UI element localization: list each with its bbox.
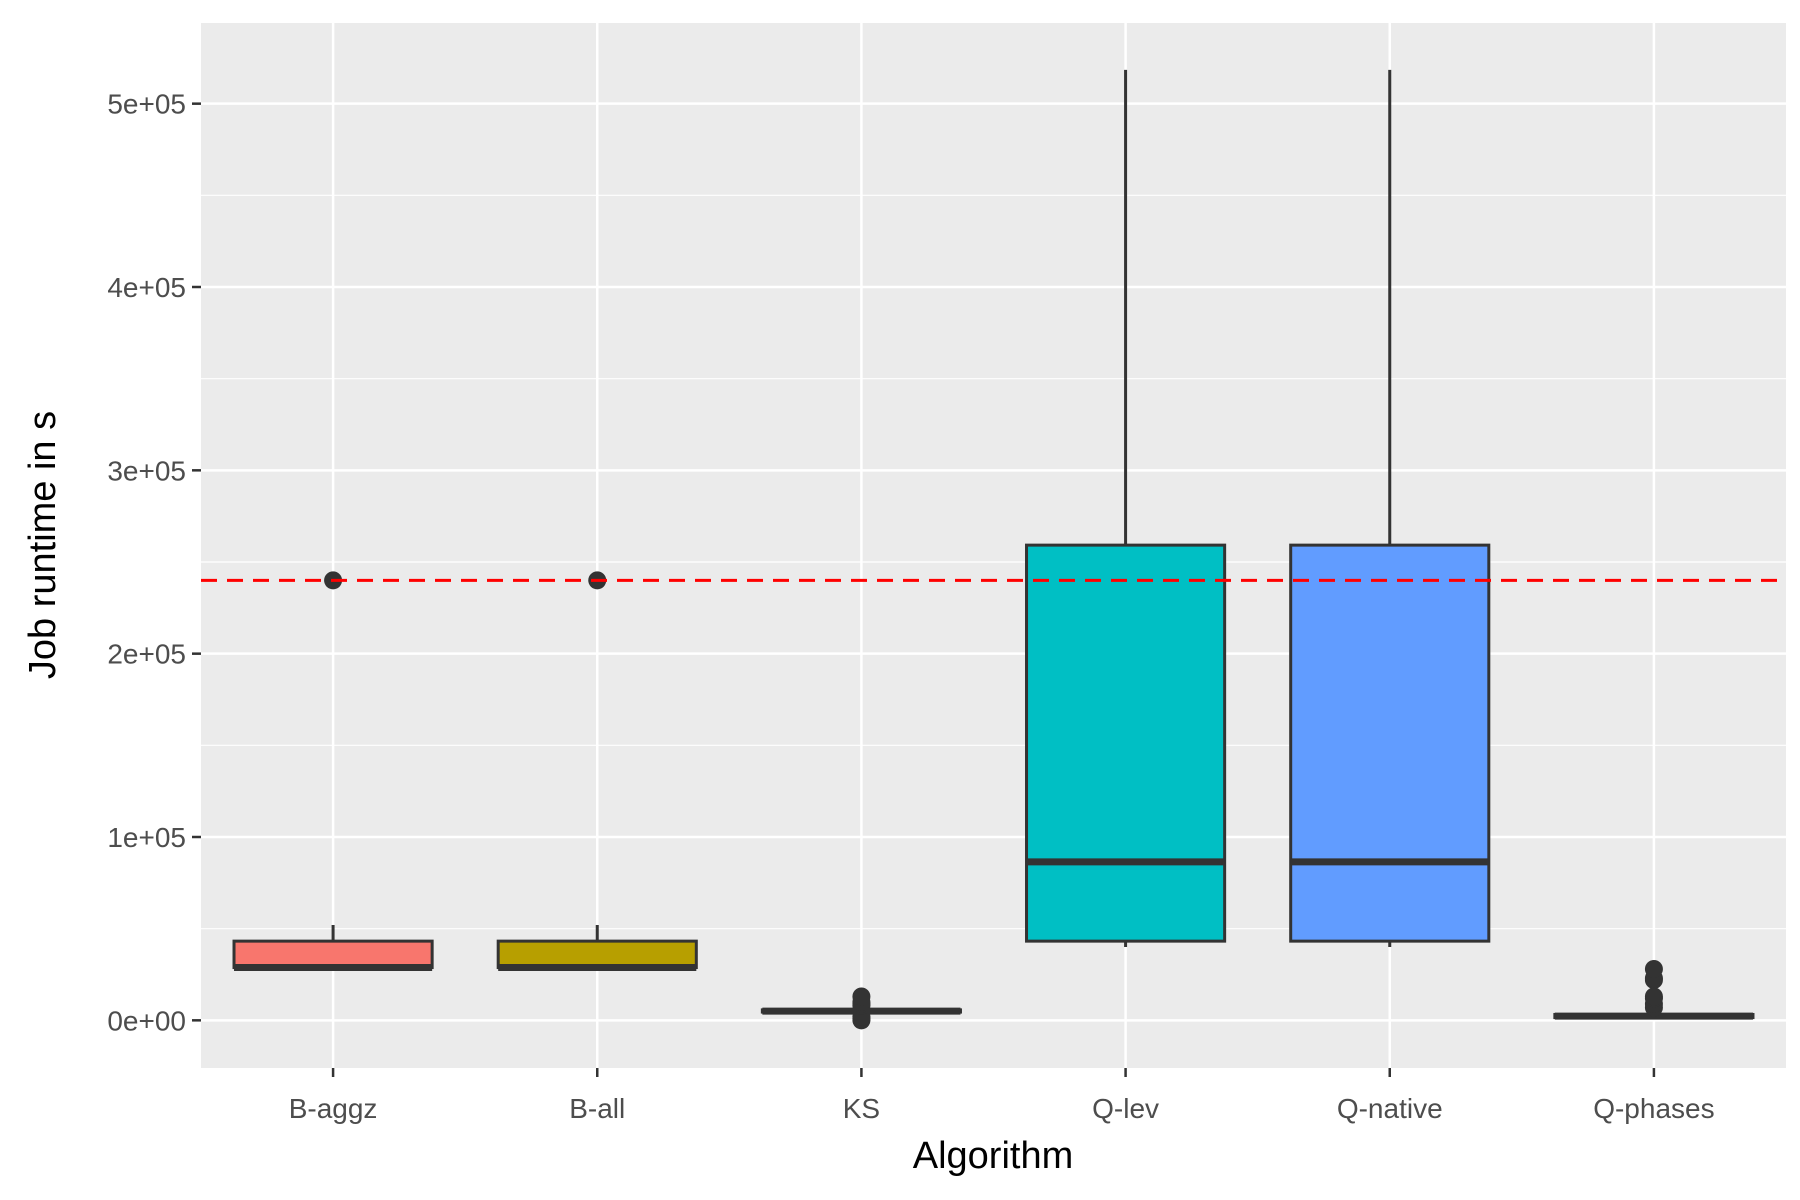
boxplot-q-lev bbox=[1025, 69, 1227, 947]
y-axis: 0e+00 1e+05 2e+05 3e+05 4e+05 5e+05 bbox=[107, 89, 201, 1036]
boxplot-q-phases bbox=[1553, 960, 1755, 1020]
boxplot-q-native bbox=[1289, 69, 1491, 947]
y-tick-label: 5e+05 bbox=[107, 89, 186, 120]
x-axis-title: Algorithm bbox=[913, 1135, 1074, 1177]
boxplots bbox=[232, 69, 1755, 1030]
iqr-box bbox=[1025, 543, 1227, 943]
y-tick-label: 0e+00 bbox=[107, 1005, 186, 1036]
y-tick-label: 1e+05 bbox=[107, 822, 186, 853]
x-tick-label-ks: KS bbox=[843, 1093, 880, 1124]
x-axis: B-aggz B-all KS Q-lev Q-native Q-phases bbox=[289, 1068, 1715, 1124]
x-tick-label-q-native: Q-native bbox=[1337, 1093, 1443, 1124]
iqr-box bbox=[1289, 543, 1491, 943]
y-tick-label: 3e+05 bbox=[107, 455, 186, 486]
boxplot-b-aggz bbox=[232, 571, 434, 972]
y-axis-title: Job runtime in s bbox=[22, 411, 64, 679]
x-tick-label-b-all: B-all bbox=[569, 1093, 625, 1124]
x-tick-label-q-lev: Q-lev bbox=[1092, 1093, 1159, 1124]
outlier-point bbox=[1644, 987, 1663, 1006]
x-tick-label-b-aggz: B-aggz bbox=[289, 1093, 378, 1124]
boxplot-b-all bbox=[496, 571, 698, 972]
y-tick-label: 2e+05 bbox=[107, 639, 186, 670]
panel-background bbox=[201, 23, 1786, 1068]
outlier-point bbox=[1644, 960, 1663, 978]
minor-gridlines bbox=[201, 194, 1786, 930]
x-tick-label-q-phases: Q-phases bbox=[1593, 1093, 1714, 1124]
major-gridlines bbox=[201, 23, 1786, 1068]
iqr-box bbox=[232, 939, 434, 970]
iqr-box bbox=[496, 939, 698, 970]
outlier-point bbox=[852, 987, 871, 1006]
boxplot-ks bbox=[760, 987, 962, 1030]
y-tick-label: 4e+05 bbox=[107, 272, 186, 303]
